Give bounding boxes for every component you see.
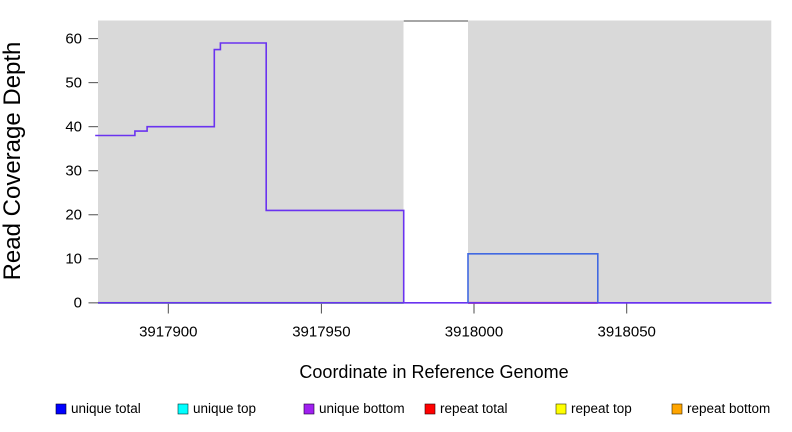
svg-text:30: 30	[65, 163, 82, 180]
svg-text:3918050: 3918050	[597, 324, 655, 341]
svg-text:repeat top: repeat top	[571, 401, 632, 416]
svg-text:repeat total: repeat total	[440, 401, 508, 416]
svg-text:10: 10	[65, 251, 82, 268]
svg-text:3917950: 3917950	[292, 324, 350, 341]
svg-text:unique total: unique total	[71, 401, 141, 416]
svg-text:3918000: 3918000	[445, 324, 503, 341]
svg-text:repeat bottom: repeat bottom	[687, 401, 770, 416]
svg-text:50: 50	[65, 75, 82, 92]
svg-text:3917900: 3917900	[139, 324, 197, 341]
svg-text:20: 20	[65, 207, 82, 224]
svg-text:60: 60	[65, 31, 82, 48]
svg-text:40: 40	[65, 119, 82, 136]
svg-text:0: 0	[74, 295, 82, 312]
svg-text:Coordinate in Reference Genome: Coordinate in Reference Genome	[299, 362, 568, 382]
svg-text:unique bottom: unique bottom	[319, 401, 405, 416]
svg-text:unique top: unique top	[193, 401, 256, 416]
svg-text:Read Coverage Depth: Read Coverage Depth	[0, 42, 26, 281]
